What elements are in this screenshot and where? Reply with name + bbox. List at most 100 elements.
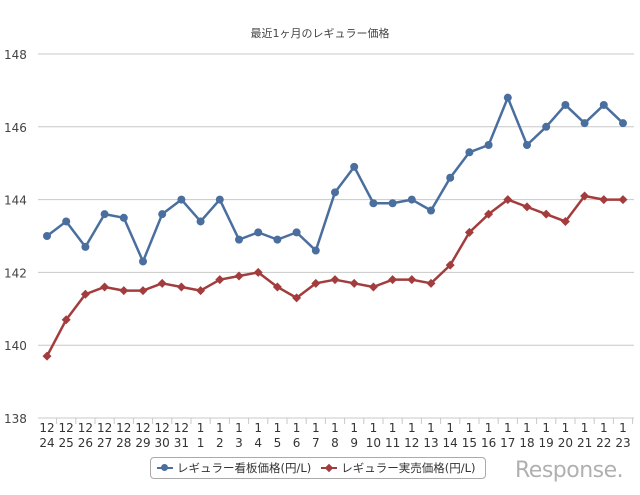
diamond-marker-icon (321, 463, 338, 473)
x-tick-label-month: 1 (619, 421, 627, 435)
data-point (388, 275, 398, 285)
data-point (599, 100, 608, 109)
x-tick-label-month: 1 (350, 421, 358, 435)
x-tick-label-day: 21 (577, 436, 592, 450)
y-tick-label: 146 (4, 121, 27, 135)
x-tick-label-day: 17 (500, 436, 515, 450)
data-point (465, 148, 474, 157)
x-tick-label-day: 30 (155, 436, 170, 450)
data-point (62, 217, 71, 226)
x-tick-label-month: 12 (116, 421, 131, 435)
data-point (388, 199, 397, 208)
data-point (330, 275, 340, 285)
data-point (119, 213, 128, 222)
data-point (100, 282, 110, 292)
data-point (176, 282, 186, 292)
data-point (234, 271, 244, 281)
data-point (43, 232, 51, 240)
data-point (464, 227, 474, 237)
x-tick-label-day: 26 (78, 436, 93, 450)
x-tick-label-month: 1 (312, 421, 320, 435)
response-logo: Response. (515, 458, 624, 483)
legend: レギュラー看板価格(円/L) レギュラー実売価格(円/L) (150, 457, 486, 479)
legend-label: レギュラー実売価格(円/L) (341, 461, 476, 475)
data-point (158, 210, 167, 219)
x-tick-label-day: 13 (423, 436, 438, 450)
data-point (503, 93, 512, 102)
x-tick-label-day: 11 (385, 436, 400, 450)
data-point (523, 141, 531, 149)
data-point (542, 122, 551, 131)
data-point (292, 293, 302, 303)
x-tick-label-day: 15 (462, 436, 477, 450)
data-point (445, 260, 455, 270)
x-tick-label-month: 1 (293, 421, 301, 435)
data-point (561, 100, 570, 109)
x-tick-label-day: 1 (197, 436, 205, 450)
data-point (81, 242, 90, 251)
data-point (503, 195, 513, 205)
data-point (599, 195, 609, 205)
x-tick-label-month: 12 (155, 421, 170, 435)
x-tick-label-month: 1 (216, 421, 224, 435)
x-tick-label-day: 14 (443, 436, 458, 450)
legend-label: レギュラー看板価格(円/L) (177, 461, 312, 475)
data-point (560, 216, 570, 226)
data-point (522, 202, 532, 212)
x-tick-label-day: 7 (312, 436, 320, 450)
x-tick-label-day: 9 (350, 436, 358, 450)
data-point (446, 173, 455, 182)
data-point (618, 195, 628, 205)
data-point (350, 162, 359, 171)
data-point (484, 141, 493, 149)
data-point (311, 278, 321, 288)
x-tick-label-day: 31 (174, 436, 189, 450)
data-point (407, 195, 416, 204)
x-tick-label-month: 12 (59, 421, 74, 435)
x-tick-label-month: 1 (197, 421, 205, 435)
x-tick-label-day: 4 (254, 436, 262, 450)
x-tick-label-day: 6 (293, 436, 301, 450)
x-tick-label-day: 12 (404, 436, 419, 450)
x-tick-label-month: 12 (78, 421, 93, 435)
x-tick-label-month: 1 (370, 421, 378, 435)
x-tick-label-month: 1 (235, 421, 243, 435)
x-tick-label-month: 12 (174, 421, 189, 435)
data-point (427, 206, 435, 215)
legend-item-signboard-price[interactable]: レギュラー看板価格(円/L) (157, 460, 311, 476)
data-point (311, 246, 320, 255)
x-tick-label-month: 1 (427, 421, 435, 435)
x-tick-label-day: 29 (135, 436, 150, 450)
x-tick-label-month: 1 (485, 421, 493, 435)
data-point (196, 286, 206, 296)
x-tick-label-day: 3 (235, 436, 243, 450)
x-tick-label-month: 1 (446, 421, 454, 435)
legend-item-actual-price[interactable]: レギュラー実売価格(円/L) (321, 460, 476, 476)
x-tick-label-month: 1 (254, 421, 262, 435)
data-point (215, 275, 225, 285)
x-tick-label-day: 5 (274, 436, 282, 450)
data-point (292, 228, 301, 237)
data-point (619, 119, 627, 128)
x-tick-label-month: 12 (39, 421, 54, 435)
data-point (254, 228, 263, 237)
x-tick-label-day: 2 (216, 436, 224, 450)
x-tick-label-day: 25 (59, 436, 74, 450)
data-point (139, 257, 147, 266)
x-tick-label-day: 23 (615, 436, 630, 450)
x-tick-label-month: 1 (389, 421, 397, 435)
data-point (331, 188, 339, 197)
y-tick-label: 142 (4, 266, 27, 280)
data-point (235, 235, 243, 244)
data-point (61, 315, 71, 325)
data-point (80, 289, 90, 299)
data-point (215, 195, 224, 204)
y-tick-label: 148 (4, 48, 27, 62)
x-tick-label-month: 1 (523, 421, 531, 435)
chart-title: 最近1ヶ月のレギュラー価格 (251, 26, 390, 40)
data-point (580, 191, 590, 201)
x-tick-label-day: 24 (39, 436, 54, 450)
data-point (177, 195, 186, 204)
x-tick-label-month: 1 (562, 421, 570, 435)
